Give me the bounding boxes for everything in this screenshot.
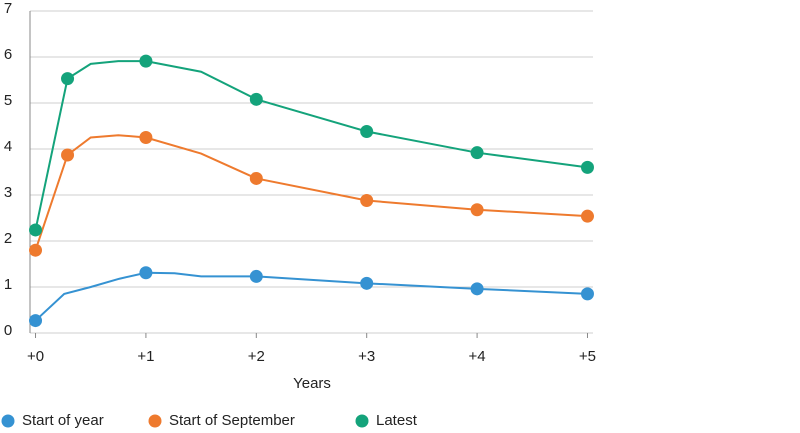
series-line xyxy=(34,271,588,322)
data-point xyxy=(470,203,484,217)
data-point xyxy=(139,54,153,68)
legend-label: Latest xyxy=(376,412,418,429)
data-point xyxy=(139,266,153,280)
data-point xyxy=(360,125,374,139)
data-point xyxy=(580,287,594,301)
x-tick-label: +0 xyxy=(27,348,44,365)
y-tick-label: 7 xyxy=(4,0,12,17)
x-tick-label: +2 xyxy=(248,348,265,365)
data-point xyxy=(249,92,263,106)
x-tick-label: +4 xyxy=(469,348,486,365)
data-point xyxy=(580,209,594,223)
legend-marker xyxy=(148,414,162,428)
y-tick-label: 2 xyxy=(4,230,12,247)
x-tick-label: +1 xyxy=(137,348,154,365)
x-tick-label: +3 xyxy=(358,348,375,365)
y-tick-label: 3 xyxy=(4,184,12,201)
data-point xyxy=(360,276,374,290)
x-axis-label: Years xyxy=(293,375,331,392)
y-tick-label: 4 xyxy=(4,138,12,155)
legend-marker xyxy=(1,414,15,428)
data-point xyxy=(470,282,484,296)
data-point xyxy=(29,223,43,237)
series-line xyxy=(34,60,588,231)
data-point xyxy=(470,146,484,160)
data-point xyxy=(61,72,75,86)
data-point xyxy=(249,269,263,283)
data-point xyxy=(580,160,594,174)
legend-label: Start of September xyxy=(169,412,295,429)
data-point xyxy=(249,171,263,185)
y-tick-label: 6 xyxy=(4,46,12,63)
y-tick-label: 5 xyxy=(4,92,12,109)
series-line xyxy=(34,134,588,251)
y-tick-label: 1 xyxy=(4,276,12,293)
legend-label: Start of year xyxy=(22,412,104,429)
data-point xyxy=(29,243,43,257)
x-tick-label: +5 xyxy=(579,348,596,365)
data-point xyxy=(61,148,75,162)
data-point xyxy=(139,131,153,144)
y-tick-label: 0 xyxy=(4,322,12,339)
data-point xyxy=(29,314,43,328)
data-point xyxy=(360,194,374,208)
legend-marker xyxy=(355,414,369,428)
